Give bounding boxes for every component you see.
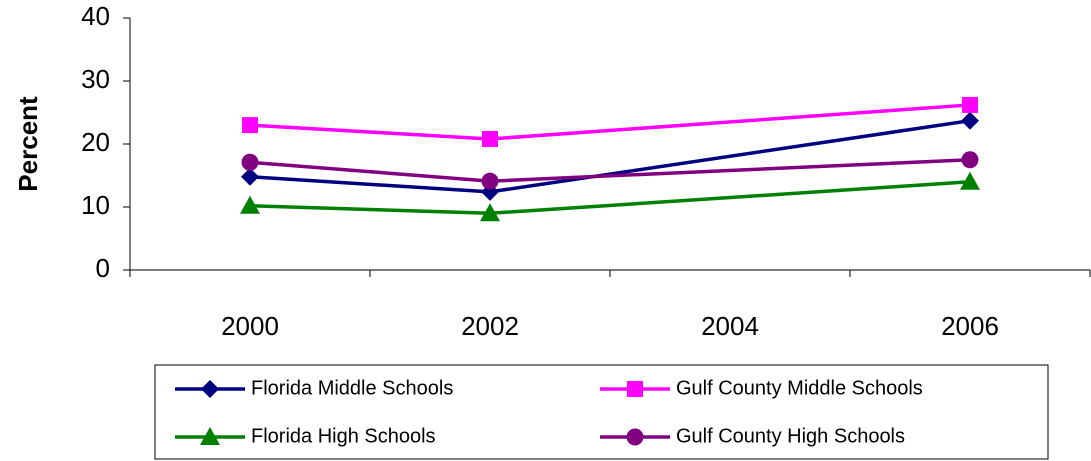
legend-label: Florida Middle Schools [251,377,453,399]
y-tick-label: 20 [81,127,110,157]
series-line [249,103,971,141]
y-tick-label: 10 [81,190,110,220]
series-line [249,180,971,216]
y-tick-label: 0 [96,253,110,283]
marker [961,151,979,169]
marker [241,167,259,186]
x-tick-label: 2002 [461,311,519,341]
legend-marker [626,428,644,446]
series-line [249,158,971,183]
marker [960,171,980,190]
legend-box [154,364,1049,460]
marker [961,111,979,130]
legend-marker [201,380,219,398]
legend-marker [200,427,220,445]
marker [480,203,500,222]
legend-label: Florida High Schools [251,425,436,447]
legend-marker [627,381,643,397]
y-tick-label: 30 [81,64,110,94]
x-tick-label: 2006 [941,311,999,341]
marker [482,130,498,147]
y-tick-label: 40 [81,1,110,31]
x-tick-label: 2000 [221,311,279,341]
marker [241,153,259,171]
legend-label: Gulf County Middle Schools [676,377,923,399]
y-axis-label: Percent [13,96,43,192]
marker [481,172,499,190]
x-tick-label: 2004 [701,311,759,341]
marker [240,195,260,214]
legend-label: Gulf County High Schools [676,425,905,447]
marker [962,96,978,113]
marker [242,117,258,134]
